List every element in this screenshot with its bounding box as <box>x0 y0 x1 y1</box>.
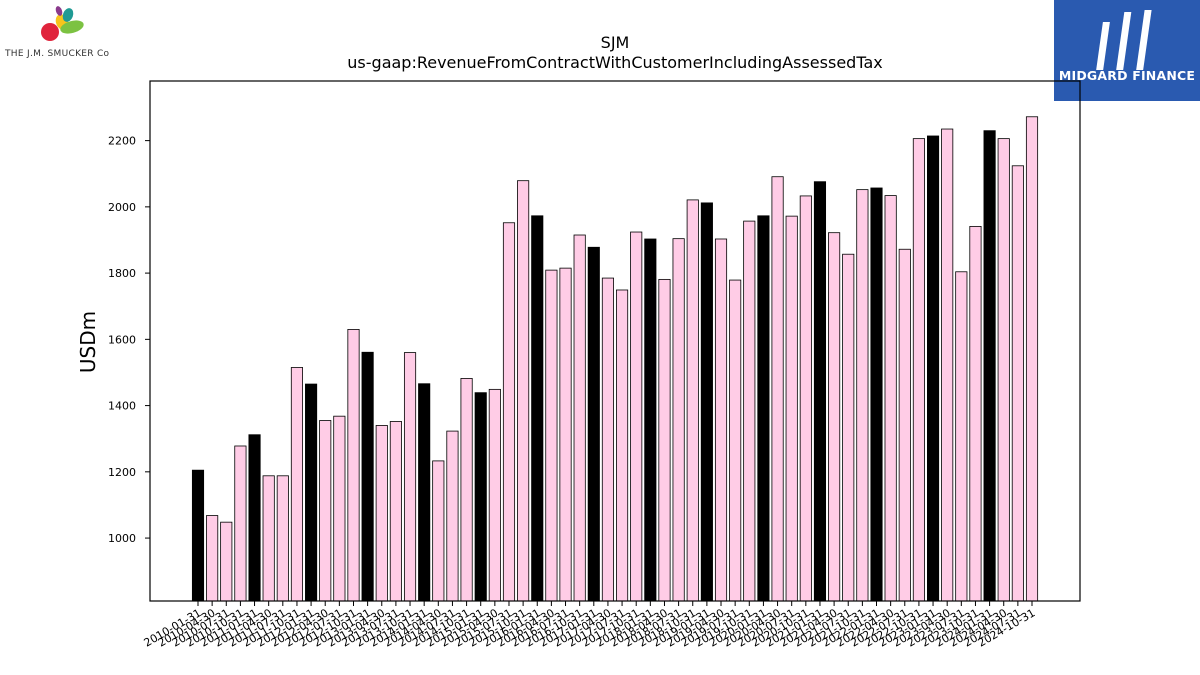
bar-2014-07-31 <box>446 430 459 602</box>
bar-2012-01-31 <box>305 383 318 602</box>
bar-2021-04-30 <box>828 232 841 602</box>
bar-2018-10-31 <box>686 199 699 602</box>
bar-2019-04-30 <box>714 238 728 602</box>
bar-2023-07-31 <box>955 271 968 602</box>
y-tick-label: 1600 <box>108 333 136 346</box>
bar-2021-07-31 <box>842 253 855 602</box>
bar-2015-04-30 <box>488 388 501 602</box>
bar-2017-10-31 <box>630 231 643 602</box>
bar-2010-10-31 <box>234 445 247 602</box>
midgard-logo: MIDGARD FINANCE <box>1054 0 1200 101</box>
bar-2013-10-31 <box>403 352 417 602</box>
bar-2014-01-31 <box>418 383 431 602</box>
bar-2022-10-31 <box>912 138 925 602</box>
bar-2024-04-30 <box>997 138 1010 602</box>
bar-2020-01-31 <box>757 215 770 602</box>
bar-2018-01-31 <box>644 238 657 602</box>
bar-2017-01-31 <box>587 246 600 602</box>
y-tick-label: 1200 <box>108 466 136 479</box>
bar-2020-04-30 <box>771 176 784 602</box>
bar-2012-07-31 <box>333 415 346 602</box>
bar-2015-10-31 <box>517 180 530 602</box>
bar-2017-07-31 <box>616 289 629 602</box>
y-tick-label: 1000 <box>108 532 136 545</box>
bar-2010-04-30 <box>206 515 219 602</box>
y-axis-label: USDm <box>76 311 100 373</box>
y-axis: 1000 1200 1400 1600 1800 2000 2200 <box>108 135 150 545</box>
bar-2015-07-31 <box>502 222 516 602</box>
bar-2015-01-31 <box>474 392 487 602</box>
bar-2023-01-31 <box>927 135 940 602</box>
apple-leaf-icon <box>41 6 84 41</box>
bar-2019-10-31 <box>743 220 756 602</box>
bar-2021-01-31 <box>813 181 827 602</box>
bar-2022-04-30 <box>884 195 897 602</box>
bar-2016-07-31 <box>559 267 572 602</box>
bar-2010-01-31 <box>191 469 205 602</box>
bar-2022-01-31 <box>870 187 883 602</box>
smucker-logo: THE J.M. SMUCKER Co <box>0 0 130 70</box>
bar-2013-04-30 <box>375 425 388 602</box>
y-tick-label: 1400 <box>108 400 136 413</box>
bar-2011-01-31 <box>248 434 261 602</box>
bar-2020-10-31 <box>799 195 812 602</box>
bar-2016-10-31 <box>573 234 586 602</box>
bar-2021-10-31 <box>856 189 869 602</box>
bar-2019-07-31 <box>729 279 742 602</box>
bars-group <box>191 116 1039 602</box>
chart-title: SJM <box>601 33 630 52</box>
bar-2012-04-30 <box>319 420 332 602</box>
x-axis: 2010-01-312010-04-302010-07-312010-10-31… <box>142 601 1038 650</box>
bar-2011-07-31 <box>276 475 289 602</box>
smucker-company-name: THE J.M. SMUCKER Co <box>5 49 110 59</box>
bar-2022-07-31 <box>898 248 911 602</box>
midgard-brand-name: MIDGARD FINANCE <box>1058 68 1196 83</box>
bar-2016-04-30 <box>545 269 558 602</box>
bar-2010-07-31 <box>220 521 233 602</box>
bar-2014-04-30 <box>432 460 445 602</box>
bar-2018-07-31 <box>672 238 685 602</box>
bar-2023-04-30 <box>941 128 954 602</box>
bar-2013-07-31 <box>389 421 402 602</box>
bar-2013-01-31 <box>361 351 374 602</box>
bar-2016-01-31 <box>531 215 544 602</box>
bar-2019-01-31 <box>700 202 713 602</box>
plot-frame <box>149 80 1081 602</box>
chart-subtitle: us-gaap:RevenueFromContractWithCustomerI… <box>347 53 882 72</box>
bar-2014-10-31 <box>460 378 473 602</box>
bar-2017-04-30 <box>601 277 614 602</box>
bar-2011-10-31 <box>290 367 304 602</box>
bar-2011-04-30 <box>262 475 275 602</box>
bar-2020-07-31 <box>785 215 798 602</box>
bar-2012-10-31 <box>347 329 360 602</box>
bar-2023-10-31 <box>969 225 982 602</box>
bar-2024-10-31 <box>1025 116 1039 602</box>
bar-2024-07-31 <box>1011 165 1024 602</box>
bar-2024-01-31 <box>983 130 996 602</box>
y-tick-label: 2200 <box>108 135 136 148</box>
bar-2018-04-30 <box>658 278 671 602</box>
midgard-m-icon <box>1096 10 1152 70</box>
y-tick-label: 2000 <box>108 201 136 214</box>
y-tick-label: 1800 <box>108 267 136 280</box>
